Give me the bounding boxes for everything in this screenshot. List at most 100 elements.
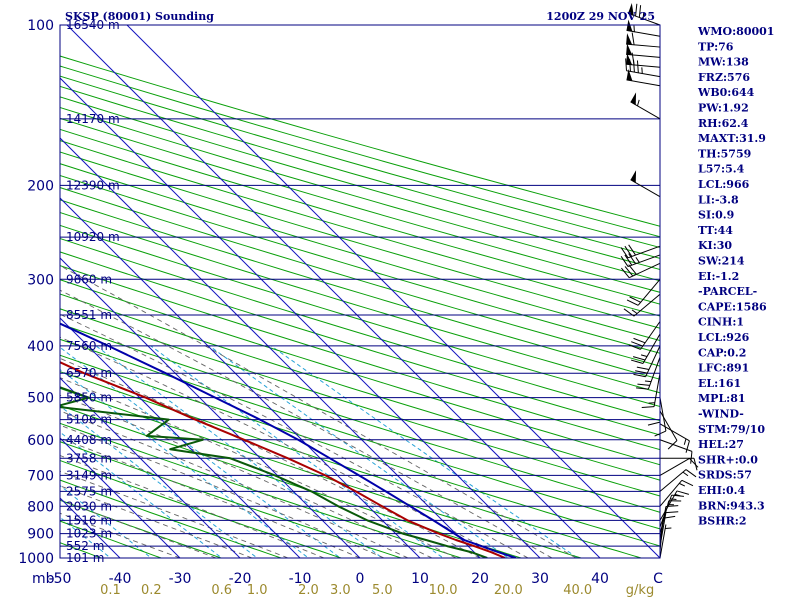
moist-adiabat bbox=[60, 357, 481, 558]
wind-barb bbox=[625, 58, 661, 78]
height-level-label: 8551 m bbox=[66, 308, 112, 322]
index-value: -PARCEL- bbox=[698, 285, 757, 298]
mixing-ratio-tick-label: 5.0 bbox=[372, 583, 393, 598]
height-level-label: 16540 m bbox=[66, 18, 120, 32]
temperature-tick-label: -50 bbox=[49, 571, 72, 587]
index-value: WB0:644 bbox=[697, 86, 755, 99]
dry-adiabat bbox=[60, 237, 660, 422]
chart-title: SKSP (80001) Sounding bbox=[65, 10, 214, 23]
wind-barb bbox=[621, 262, 661, 279]
pressure-tick-label: 400 bbox=[27, 339, 54, 355]
mixing-ratio-tick-label: 1.0 bbox=[247, 583, 268, 598]
height-level-label: 3149 m bbox=[66, 468, 112, 482]
wind-barb bbox=[659, 469, 697, 492]
mixing-ratio-tick-label: 0.6 bbox=[211, 583, 232, 598]
dry-adiabat bbox=[60, 459, 343, 558]
dry-adiabat bbox=[60, 479, 283, 558]
mixing-ratio-tick-label: 0.1 bbox=[100, 583, 121, 598]
isotherm bbox=[60, 257, 361, 558]
height-level-label: 6570 m bbox=[66, 366, 112, 380]
wind-barb bbox=[659, 458, 699, 476]
sounding-time: 1200Z 29 NOV 25 bbox=[546, 10, 655, 23]
dry-adiabat bbox=[60, 441, 403, 558]
temperature-tick-label: 0 bbox=[356, 571, 365, 587]
height-level-label: 552 m bbox=[66, 539, 104, 553]
pressure-tick-label: 900 bbox=[27, 527, 54, 543]
dry-adiabat bbox=[60, 128, 660, 305]
temperature-tick-label: -20 bbox=[229, 571, 252, 587]
index-value: WMO:80001 bbox=[697, 25, 774, 38]
mixing-ratio-tick-label: 2.0 bbox=[298, 583, 319, 598]
index-value: L57:5.4 bbox=[698, 163, 745, 176]
pressure-tick-label: 1000 bbox=[18, 551, 54, 567]
wind-barb bbox=[627, 3, 661, 26]
isotherm bbox=[60, 317, 301, 558]
dry-adiabat bbox=[60, 211, 660, 394]
isotherm bbox=[60, 437, 181, 558]
series-layer bbox=[60, 322, 517, 558]
wind-barb bbox=[626, 43, 661, 58]
index-value: MAXT:31.9 bbox=[698, 132, 766, 145]
dry-adiabat bbox=[60, 338, 660, 530]
height-level-label: 101 m bbox=[66, 551, 104, 565]
moist-adiabat bbox=[60, 377, 457, 558]
dry-adiabat bbox=[60, 85, 660, 259]
height-level-label: 9660 m bbox=[66, 272, 112, 286]
index-value: -WIND- bbox=[698, 408, 744, 421]
height-level-label: 2030 m bbox=[66, 499, 112, 513]
dry-adiabat bbox=[60, 163, 660, 342]
moist-adiabat bbox=[60, 485, 253, 558]
wind-barb bbox=[620, 244, 661, 259]
moist-adiabat bbox=[60, 470, 289, 558]
index-value: CAP:0.2 bbox=[698, 346, 746, 359]
index-value: HEL:27 bbox=[698, 438, 744, 451]
pressure-tick-label: 500 bbox=[27, 391, 54, 407]
wind-barb bbox=[630, 92, 661, 120]
index-value: MPL:81 bbox=[698, 392, 746, 405]
wind-barb bbox=[626, 278, 661, 306]
index-value: TP:76 bbox=[698, 40, 734, 53]
dry-adiabat bbox=[60, 354, 660, 547]
dry-adiabat bbox=[60, 96, 660, 271]
index-value: FRZ:576 bbox=[698, 71, 750, 84]
index-value: SRDS:57 bbox=[698, 469, 752, 482]
index-value: LCL:966 bbox=[698, 178, 750, 191]
temperature-tick-label: 20 bbox=[471, 571, 489, 587]
wind-barb bbox=[659, 423, 690, 453]
temperature-tick-label: 40 bbox=[591, 571, 609, 587]
index-value: SW:214 bbox=[698, 255, 745, 268]
dry-adiabat bbox=[60, 199, 660, 380]
wind-barb bbox=[626, 32, 661, 48]
temperature-profile bbox=[60, 361, 506, 558]
axis-label-layer: 0.1 0.2 0.6 1.0 2.0 3.0 5.0 10.0 20.0 40.0 g/kg 165… bbox=[18, 18, 663, 598]
index-value: EHI:0.4 bbox=[698, 484, 745, 497]
wind-barb bbox=[623, 293, 661, 317]
wind-barb bbox=[659, 524, 672, 559]
plot-frame bbox=[59, 24, 661, 559]
isotherm bbox=[126, 25, 660, 558]
index-value: CINH:1 bbox=[698, 316, 744, 329]
wind-barb bbox=[636, 357, 661, 390]
wind-barb bbox=[641, 373, 661, 409]
index-value: KI:30 bbox=[698, 239, 732, 252]
height-level-label: 5106 m bbox=[66, 413, 112, 427]
wind-barb bbox=[626, 68, 661, 87]
index-value: LCL:926 bbox=[698, 331, 750, 344]
index-value: EI:-1.2 bbox=[698, 270, 739, 283]
dry-adiabat bbox=[60, 405, 523, 558]
isotherm bbox=[60, 77, 541, 558]
isotherm bbox=[66, 25, 601, 558]
parcel-profile bbox=[60, 322, 517, 558]
pressure-tick-label: 800 bbox=[27, 499, 54, 515]
height-level-label: 3758 m bbox=[66, 451, 112, 465]
mixing-ratio-tick-label: 3.0 bbox=[330, 583, 351, 598]
height-level-label: 10920 m bbox=[66, 230, 120, 244]
dry-adiabat bbox=[60, 323, 660, 513]
index-value: LFC:891 bbox=[698, 362, 749, 375]
dry-adiabat bbox=[60, 187, 660, 367]
mixing-ratio-line bbox=[95, 345, 384, 558]
index-value: CAPE:1586 bbox=[698, 300, 767, 313]
temperature-tick-label: 30 bbox=[531, 571, 549, 587]
index-value: PW:1.92 bbox=[698, 102, 749, 115]
index-value: BSHR:2 bbox=[698, 515, 747, 528]
